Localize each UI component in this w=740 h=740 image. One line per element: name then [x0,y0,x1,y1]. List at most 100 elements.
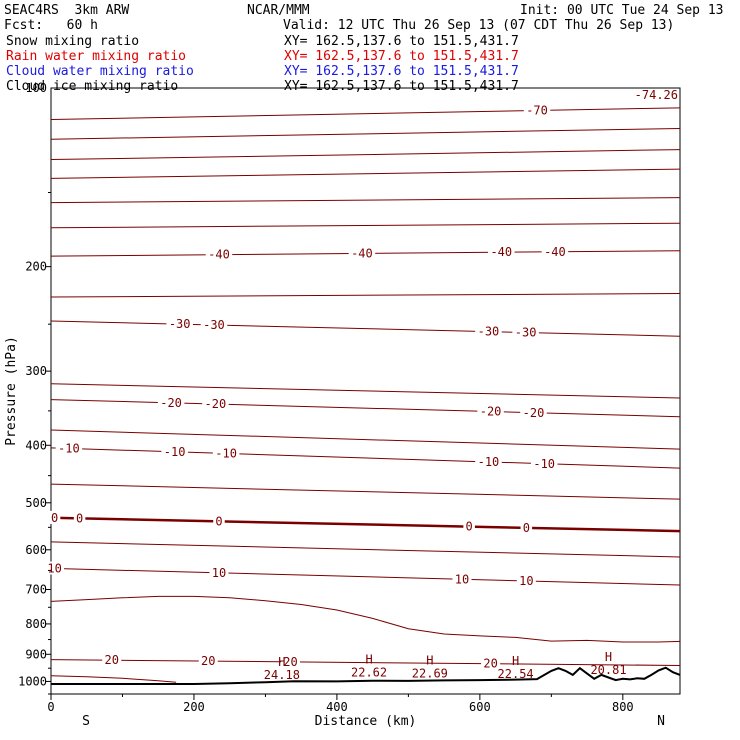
high-marker-value: 22.62 [351,666,387,680]
isotherm-label-bg [166,317,193,331]
isotherm-label-bg [512,325,539,339]
x-tick-label: 400 [326,700,348,714]
isotherm-label-bg [202,397,229,411]
high-marker-label: H [365,653,372,667]
isotherm-line-1 [50,127,681,140]
isotherm-line-4 [50,197,681,204]
high-marker-value: 22.69 [412,666,448,680]
isotherm-label-bg [348,246,376,260]
isotherm-label-bg [45,561,65,575]
isotherm-label: -70 [526,104,548,118]
field-cloud-water-name: Cloud water mixing ratio [6,64,194,79]
isotherm-label-bg [48,510,61,524]
isotherm-line-10 [50,399,681,418]
isotherm-label: -10 [215,447,237,461]
isotherm-label: 10 [455,572,469,586]
isotherm-line-15 [50,541,681,558]
isotherm-label: 0 [466,520,473,534]
high-marker-label: H [512,654,519,668]
isotherm-line-14 [50,516,681,533]
isotherm-label-bg [530,456,558,470]
isotherm-label: -30 [169,317,191,331]
high-marker-value: 22.54 [498,667,534,681]
isotherm-label: 20 [483,657,497,671]
isotherm-label-bg [55,441,83,455]
isotherm-label: -30 [515,326,537,340]
y-tick-label: 500 [25,496,47,510]
y-tick-label: 400 [25,438,47,452]
isotherm-label-bg [475,324,502,338]
isotherm-label-bg [481,656,501,670]
field-snow-name: Snow mixing ratio [6,34,140,49]
isotherm-label: 0 [215,514,222,528]
isotherm-label: 10 [519,574,533,588]
model-title: SEAC4RS 3km ARW [4,3,130,18]
isotherm-label: -10 [478,455,500,469]
isotherm-line-13 [50,483,681,500]
y-tick-label: 200 [25,260,47,274]
isotherm-label-bg [200,318,228,332]
isotherm-label-bg [523,103,551,117]
isotherm-label: 20 [201,654,215,668]
organization: NCAR/MMM [247,3,310,18]
isotherm-label: -20 [523,406,545,420]
isotherm-label-bg [157,395,185,409]
isotherm-label-bg [280,654,300,668]
isotherm-label: -20 [160,396,182,410]
south-end-label: S [82,714,90,729]
isotherm-label-bg [520,520,533,534]
isotherm-line-12 [50,447,681,469]
x-tick-label: 0 [47,700,54,714]
isotherm-line-2 [50,149,681,161]
isotherm-line-17 [50,659,681,666]
isotherm-label: -40 [351,246,373,260]
isotherm-label-bg [516,574,536,588]
y-axis-title: Pressure (hPa) [4,336,19,446]
terrain-line [51,666,681,685]
isotherm-label-bg [477,404,504,418]
y-tick-label: 900 [25,647,47,661]
isotherm-label-bg [452,572,472,586]
isotherm-label: -10 [58,441,80,455]
isotherm-line-11 [50,429,681,450]
plot-frame [50,87,681,695]
y-tick-label: 600 [25,543,47,557]
isotherm-line-7 [50,293,681,298]
isotherm-label-bg [205,247,233,261]
isotherm-label-bg [209,565,229,579]
isotherm-label: -40 [544,245,566,259]
isotherm-label: -30 [478,325,500,339]
field-rain-name: Rain water mixing ratio [6,49,187,64]
moisture-contour-line [50,595,681,643]
field-snow-xy: XY= 162.5,137.6 to 151.5,431.7 [284,34,519,49]
x-tick-label: 600 [469,700,491,714]
isotherm-label-bg [541,244,569,258]
y-tick-label: 800 [25,617,47,631]
lower-contour-line [50,675,177,683]
isotherm-label: 0 [523,521,530,535]
y-tick-label: 300 [25,364,47,378]
isotherm-line-5 [50,222,681,229]
field-rain-xy: XY= 162.5,137.6 to 151.5,431.7 [284,49,519,64]
y-tick-label: 1000 [18,674,47,688]
isotherm-label: -30 [203,318,225,332]
corner-value-label: -74.26 [635,88,678,102]
isotherm-label: -40 [490,245,512,259]
field-cloud-water-xy: XY= 162.5,137.6 to 151.5,431.7 [284,64,519,79]
isotherm-label: 20 [105,653,119,667]
high-marker-value: 24.18 [264,668,300,682]
north-end-label: N [657,714,665,729]
isotherm-label-bg [161,444,188,458]
isotherm-label-bg [463,519,475,533]
isotherm-label: 10 [212,566,226,580]
y-tick-label: 700 [25,583,47,597]
field-cloud-ice-xy: XY= 162.5,137.6 to 151.5,431.7 [284,79,519,94]
isotherm-label: 0 [51,511,58,525]
high-marker-value: 20.81 [590,663,626,677]
isotherm-label: -10 [533,457,555,471]
forecast-hour: Fcst: 60 h [4,18,98,33]
isotherm-label-bg [102,653,122,667]
isotherm-label-bg [212,446,240,460]
isotherm-label: -40 [208,248,230,262]
